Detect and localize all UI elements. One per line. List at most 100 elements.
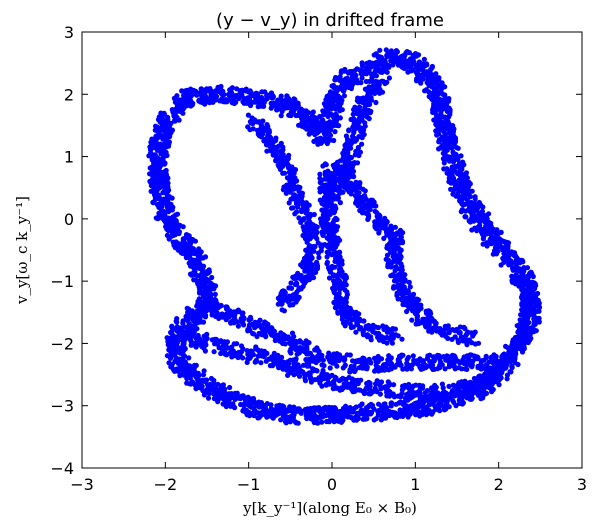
scatter-point [359,60,365,66]
scatter-point [405,58,411,64]
scatter-point [472,225,478,231]
scatter-point [328,170,334,176]
scatter-point [169,361,175,367]
scatter-point [416,297,422,303]
scatter-point [286,365,292,371]
scatter-point [445,323,451,329]
scatter-point [278,417,284,423]
scatter-point [510,277,517,283]
scatter-point [292,419,298,425]
scatter-point [488,241,494,247]
scatter-point [332,406,339,412]
scatter-point [347,407,353,413]
scatter-point [256,119,262,125]
scatter-point [358,377,364,383]
scatter-point [448,180,454,186]
scatter-point [382,215,388,221]
scatter-point [200,341,206,347]
scatter-point [319,362,325,368]
scatter-point [316,348,322,355]
scatter-point [436,75,442,81]
scatter-point [471,209,477,215]
scatter-point [518,312,524,318]
scatter-point [416,358,422,364]
scatter-point [310,368,316,374]
scatter-point [164,176,170,182]
scatter-point [444,166,450,172]
scatter-point [430,90,436,96]
plot-points [146,47,543,426]
scatter-point [518,346,524,352]
scatter-point [407,389,413,395]
scatter-point [362,197,369,203]
scatter-point [159,211,165,217]
scatter-point [436,407,442,413]
scatter-point [273,137,279,144]
scatter-point [319,220,325,226]
scatter-point [192,317,198,323]
scatter-point [254,333,260,340]
scatter-point [442,93,448,99]
scatter-point [212,389,218,395]
scatter-point [171,95,177,101]
scatter-point [531,312,537,318]
scatter-point [416,59,422,65]
scatter-point [513,351,519,357]
scatter-point [407,395,413,401]
scatter-point [344,319,350,325]
scatter-point [223,311,229,317]
scatter-point [244,401,250,407]
scatter-point [517,258,523,264]
scatter-point [536,315,542,321]
scatter-point [494,361,500,367]
scatter-point [399,297,405,303]
scatter-point [195,281,201,287]
scatter-point [413,410,419,416]
scatter-point [296,349,302,355]
scatter-point [405,413,411,419]
scatter-point [255,104,261,110]
scatter-point [446,383,452,389]
scatter-point [294,371,301,377]
scatter-point [314,405,320,411]
scatter-point [431,117,437,123]
scatter-point [352,387,358,393]
scatter-point [461,189,468,195]
scatter-point [414,404,420,410]
scatter-point [232,405,238,411]
scatter-point [372,224,378,230]
scatter-point [457,330,463,336]
scatter-point [408,408,414,415]
scatter-point [247,314,254,320]
scatter-point [185,318,191,324]
scatter-point [448,186,454,192]
scatter-point [521,306,527,312]
scatter-point [287,164,293,170]
scatter-point [399,64,405,70]
scatter-point [333,227,339,233]
scatter-point [292,365,298,371]
scatter-point [400,230,406,236]
scatter-point [527,308,533,314]
scatter-point [483,355,489,361]
scatter-point [455,145,461,151]
scatter-point [322,161,328,167]
scatter-point [349,379,355,386]
scatter-point [451,399,457,405]
scatter-point [332,129,338,135]
scatter-point [388,238,394,244]
scatter-point [535,297,541,303]
scatter-point [380,335,386,341]
scatter-point [201,368,207,374]
scatter-point [163,224,169,230]
scatter-point [398,399,404,405]
scatter-point [431,389,437,395]
scatter-point [288,176,294,182]
scatter-point [169,331,175,337]
scatter-point [437,353,443,359]
scatter-point [341,93,347,99]
scatter-point [180,248,186,254]
scatter-point [169,107,175,113]
scatter-point [479,210,485,216]
scatter-point [397,256,403,262]
